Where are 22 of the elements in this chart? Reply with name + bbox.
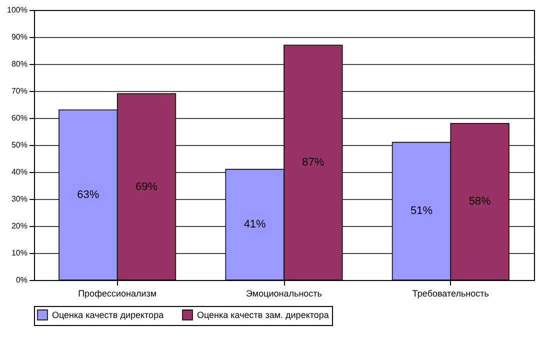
data-label: 58% <box>468 196 492 208</box>
data-label: 63% <box>77 188 100 201</box>
y-tick-label: 10% <box>11 248 28 258</box>
y-tick-label: 60% <box>11 114 28 122</box>
y-tick-label: 0% <box>16 276 28 284</box>
x-tick-label: Эмоциональность <box>246 288 322 298</box>
x-tick-label: Требовательность <box>412 288 490 298</box>
x-tick-label: Профессионализм <box>78 288 157 298</box>
data-label: 87% <box>302 156 324 169</box>
y-tick-label: 20% <box>11 222 28 230</box>
y-tick-label: 50% <box>11 140 28 150</box>
data-label: 51% <box>410 205 433 218</box>
y-tick-label: 100% <box>7 6 28 14</box>
y-tick-label: 40% <box>11 168 28 176</box>
legend-label: Оценка качеств директора <box>52 310 164 320</box>
y-tick-label: 90% <box>11 32 28 42</box>
y-tick-label: 70% <box>11 86 28 96</box>
y-tick-label: 80% <box>11 60 28 68</box>
legend-label: Оценка качеств зам. директора <box>197 310 329 320</box>
y-tick-label: 30% <box>11 194 28 204</box>
data-label: 69% <box>135 180 158 193</box>
data-label: 41% <box>244 218 266 231</box>
